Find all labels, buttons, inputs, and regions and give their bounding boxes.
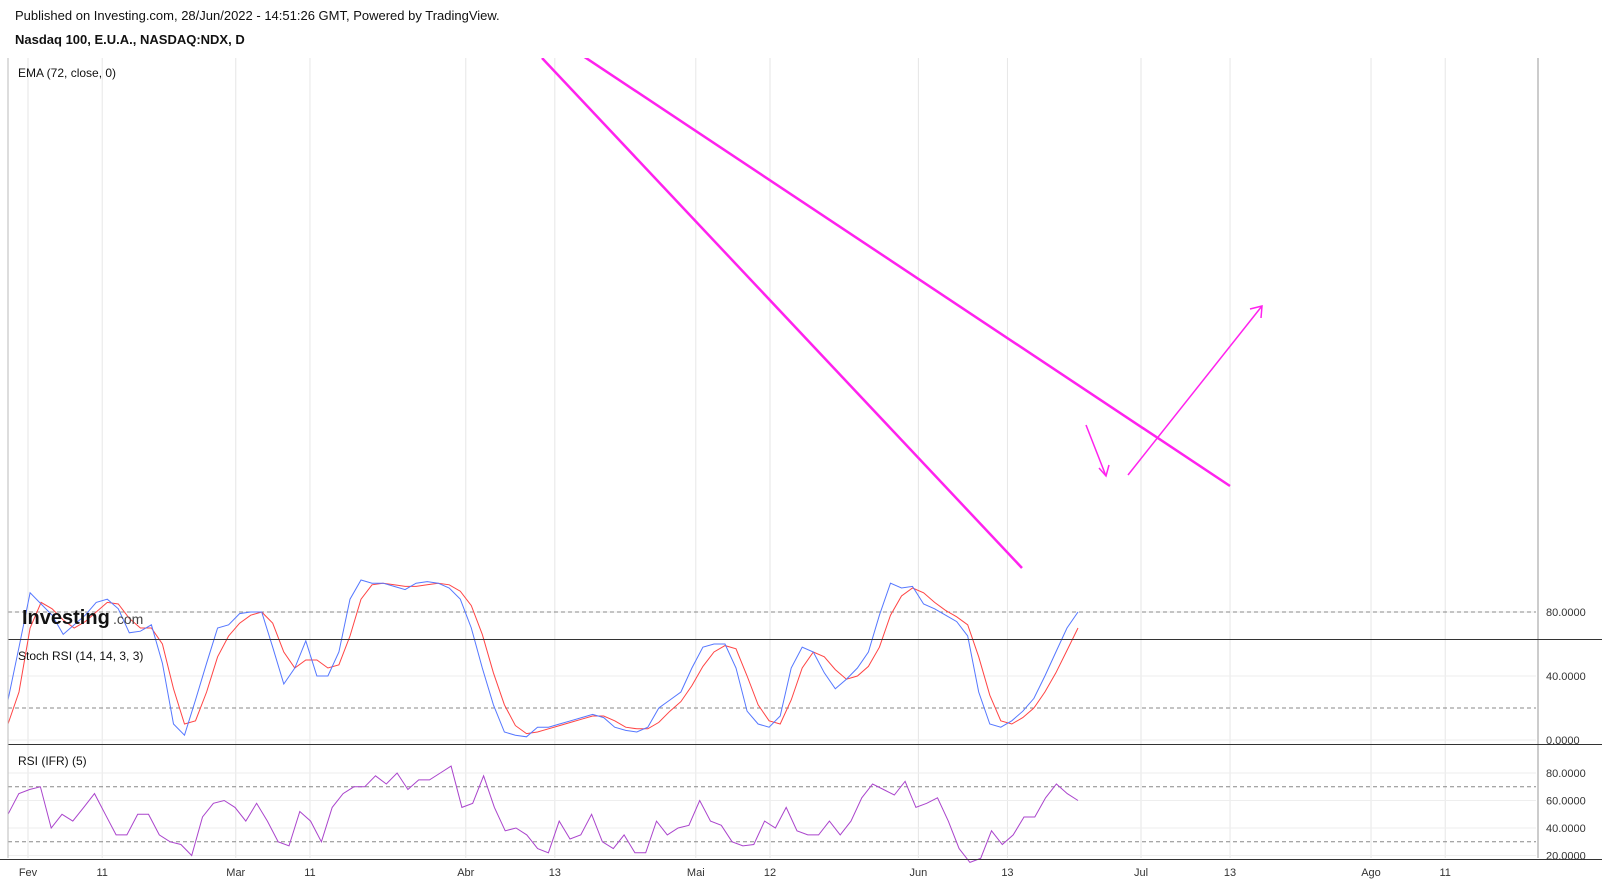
rsi-tick-label: 80.0000 — [1546, 768, 1586, 780]
x-tick-label: Mai — [687, 867, 705, 879]
x-tick-label: Ago — [1361, 867, 1381, 879]
stoch-rsi-pane — [7, 579, 1536, 738]
x-tick-label: 12 — [764, 867, 776, 879]
x-tick-label: 11 — [1440, 867, 1451, 879]
investing-logo: Investing .com — [22, 607, 143, 629]
logo-suffix: .com — [113, 611, 143, 627]
published-caption: Published on Investing.com, 28/Jun/2022 … — [15, 8, 500, 23]
stoch-rsi-label: Stoch RSI (14, 14, 3, 3) — [18, 649, 143, 663]
x-tick-label: Fev — [19, 867, 38, 879]
rsi-tick-label: 60.0000 — [1546, 796, 1586, 808]
chart-header: Published on Investing.com, 28/Jun/2022 … — [15, 8, 500, 47]
stoch-tick-label: 40.0000 — [1546, 671, 1586, 683]
logo-main: Investing — [22, 607, 110, 629]
rsi-label: RSI (IFR) (5) — [18, 754, 87, 768]
rsi-tick-label: 40.0000 — [1546, 823, 1586, 835]
x-tick-label: 13 — [549, 867, 561, 879]
stoch-k-line — [7, 579, 1079, 738]
stoch-tick-label: 80.0000 — [1546, 607, 1586, 619]
symbol-title: Nasdaq 100, E.U.A., NASDAQ:NDX, D — [15, 32, 245, 47]
x-tick-label: 13 — [1001, 867, 1013, 879]
arrow-down-shaft — [1085, 424, 1107, 477]
trendline-upper — [583, 58, 1231, 488]
x-tick-label: 13 — [1224, 867, 1236, 879]
x-tick-label: Jul — [1134, 867, 1148, 879]
stoch-d-line — [7, 582, 1079, 735]
x-tick-label: 11 — [304, 867, 315, 879]
rsi-pane — [7, 765, 1536, 863]
x-tick-label: 11 — [96, 867, 107, 879]
arrow-up-shaft — [1127, 305, 1263, 476]
rsi-line — [7, 765, 1079, 863]
grid — [8, 58, 1536, 858]
trend-drawings — [541, 58, 1263, 569]
x-tick-label: Abr — [457, 867, 474, 879]
arrow-down-head — [1098, 464, 1110, 478]
rsi-tick-label: 20.0000 — [1546, 851, 1586, 863]
x-tick-label: Mar — [226, 867, 245, 879]
arrow-up-head — [1249, 305, 1263, 319]
ema-indicator-label: EMA (72, close, 0) — [18, 66, 116, 80]
stoch-tick-label: 0.0000 — [1546, 735, 1580, 747]
x-tick-label: Jun — [910, 867, 928, 879]
trendline-steep — [541, 58, 1023, 569]
